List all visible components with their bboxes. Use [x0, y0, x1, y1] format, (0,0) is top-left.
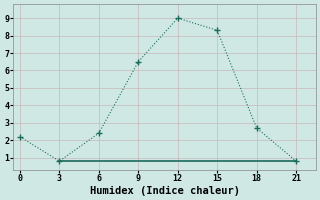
X-axis label: Humidex (Indice chaleur): Humidex (Indice chaleur)	[90, 186, 240, 196]
